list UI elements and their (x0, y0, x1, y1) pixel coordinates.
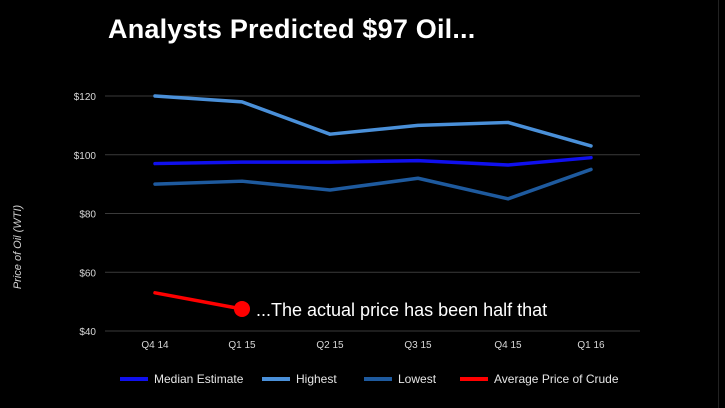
legend-item-lowest: Lowest (364, 372, 436, 386)
x-tick-label: Q3 15 (404, 340, 432, 351)
y-tick-label: $40 (79, 327, 96, 338)
x-tick-label: Q4 14 (141, 340, 169, 351)
y-tick-label: $60 (79, 268, 96, 279)
legend-label-median: Median Estimate (154, 372, 244, 386)
series-line-median (153, 155, 593, 167)
y-tick-label: $100 (74, 151, 97, 162)
legend-swatch-lowest (364, 377, 392, 381)
series-line-highest (153, 94, 593, 148)
x-tick-label: Q2 15 (316, 340, 344, 351)
legend-label-lowest: Lowest (398, 372, 437, 386)
y-tick-label: $80 (79, 210, 96, 221)
average-crude-endpoint-marker (234, 300, 250, 317)
legend: Median Estimate Highest Lowest Average P… (0, 372, 725, 392)
y-tick-label: $120 (74, 92, 97, 103)
legend-label-average-crude: Average Price of Crude (494, 372, 619, 386)
x-tick-label: Q1 15 (228, 340, 256, 351)
annotation-text: ...The actual price has been half that (256, 300, 547, 320)
legend-item-median: Median Estimate (120, 372, 243, 386)
legend-label-highest: Highest (296, 372, 337, 386)
legend-swatch-average-crude (460, 377, 488, 381)
x-tick-label: Q1 16 (577, 340, 605, 351)
legend-item-average-crude: Average Price of Crude (460, 372, 619, 386)
chart-title: Analysts Predicted $97 Oil... (108, 14, 476, 44)
legend-swatch-highest (262, 377, 290, 381)
legend-item-highest: Highest (262, 372, 337, 386)
series-line-lowest (153, 167, 593, 201)
series-line-average-crude (153, 291, 244, 311)
x-tick-label: Q4 15 (494, 340, 522, 351)
legend-swatch-median (120, 377, 148, 381)
slide-edge (718, 0, 725, 408)
